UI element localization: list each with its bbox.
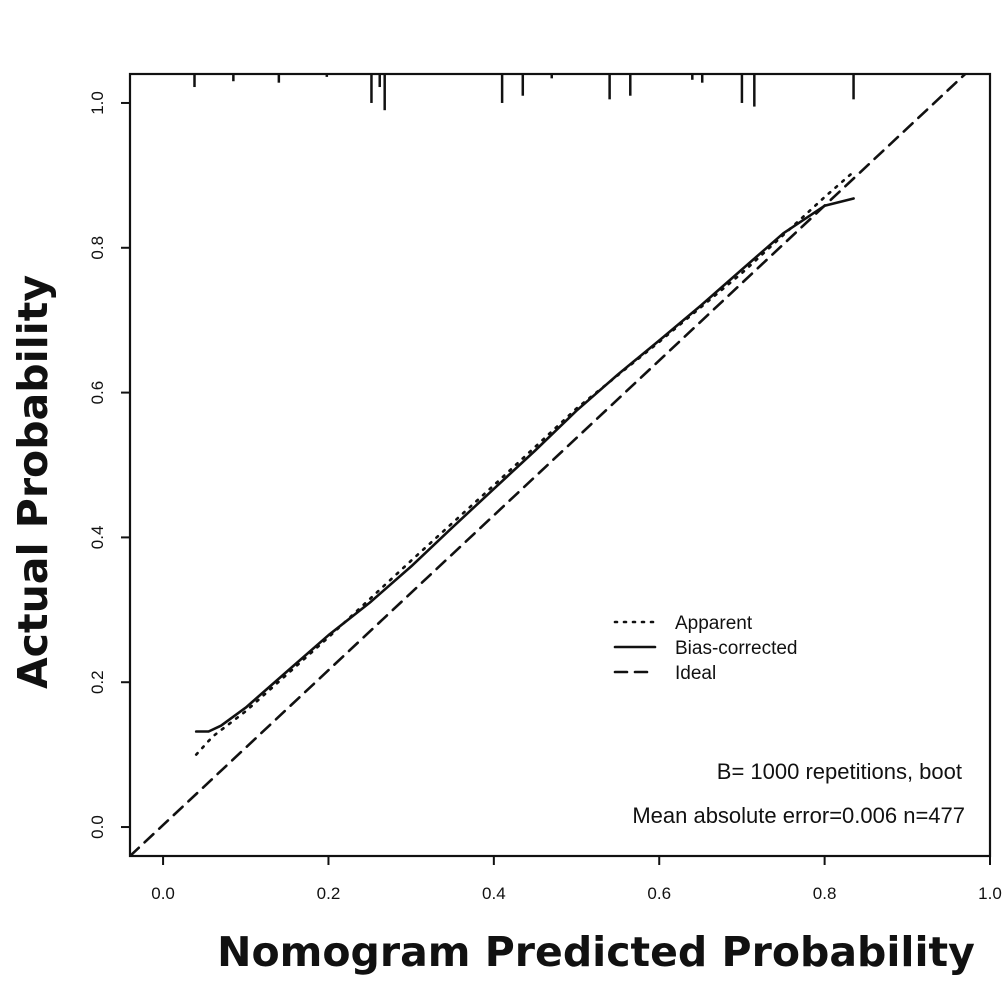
series-line-ideal (130, 74, 967, 856)
annotation-bootstrap: B= 1000 repetitions, boot (717, 759, 962, 784)
legend-label-ideal: Ideal (675, 663, 716, 684)
series-line-apparent (194, 170, 855, 756)
x-tick-label: 0.8 (813, 884, 837, 903)
annotation-mae: Mean absolute error=0.006 n=477 (632, 803, 965, 828)
x-axis-title: Nomogram Predicted Probability (217, 928, 975, 976)
y-tick-label: 0.0 (88, 815, 107, 839)
x-tick-label: 1.0 (978, 884, 1002, 903)
series-line-bias-corrected (194, 197, 855, 733)
legend-label-bias-corrected: Bias-corrected (675, 638, 798, 659)
x-tick-label: 0.0 (151, 884, 175, 903)
x-tick-label: 0.6 (647, 884, 671, 903)
y-tick-label: 0.6 (88, 381, 107, 405)
x-tick-label: 0.4 (482, 884, 506, 903)
y-tick-label: 0.2 (88, 670, 107, 694)
legend-label-apparent: Apparent (675, 613, 753, 634)
plot-frame (128, 72, 992, 858)
y-tick-label: 0.8 (88, 236, 107, 260)
x-tick-label: 0.2 (317, 884, 341, 903)
y-axis-title: Actual Probability (9, 275, 57, 689)
y-tick-label: 1.0 (88, 91, 107, 115)
y-tick-label: 0.4 (88, 526, 107, 550)
